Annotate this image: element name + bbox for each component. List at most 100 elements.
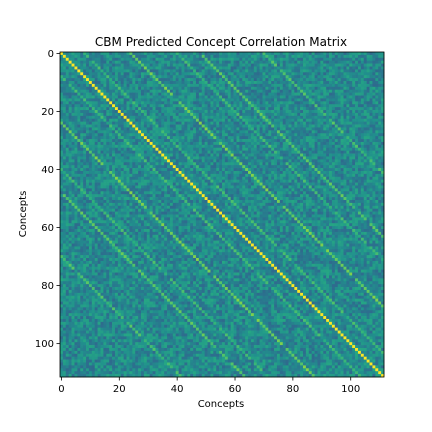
heatmap-cell — [198, 144, 203, 149]
heatmap-cell — [161, 162, 165, 166]
heatmap-cell — [152, 159, 156, 163]
heatmap-cell — [271, 110, 275, 114]
heatmap-cell — [372, 63, 376, 67]
heatmap-cell — [265, 168, 269, 172]
heatmap-cell — [193, 147, 197, 152]
heatmap-cell — [184, 173, 188, 178]
heatmap-cell — [259, 139, 263, 143]
heatmap-cell — [349, 170, 353, 175]
heatmap-cell — [337, 127, 341, 131]
heatmap-cell — [245, 150, 249, 154]
heatmap-cell — [363, 81, 367, 85]
heatmap-cell — [143, 72, 148, 76]
heatmap-cell — [109, 170, 113, 175]
heatmap-cell — [141, 153, 145, 157]
heatmap-cell — [268, 141, 272, 146]
heatmap-cell — [97, 78, 101, 82]
heatmap-cell — [155, 173, 159, 178]
heatmap-cell — [248, 81, 252, 85]
heatmap-cell — [248, 92, 252, 96]
heatmap-cell — [236, 150, 240, 154]
heatmap-cell — [334, 66, 339, 70]
heatmap-cell — [112, 165, 116, 169]
heatmap-cell — [222, 54, 226, 59]
heatmap-cell — [175, 63, 179, 67]
heatmap-cell — [184, 139, 188, 143]
heatmap-cell — [236, 95, 240, 99]
heatmap-cell — [360, 104, 365, 108]
heatmap-cell — [97, 81, 101, 85]
heatmap-cell — [253, 92, 258, 96]
heatmap-cell — [311, 153, 315, 157]
heatmap-cell — [329, 52, 333, 56]
heatmap-cell — [187, 118, 191, 122]
heatmap-cell — [94, 121, 98, 125]
heatmap-cell — [210, 162, 214, 166]
heatmap-cell — [271, 83, 275, 88]
heatmap-cell — [291, 121, 295, 125]
heatmap-cell — [74, 124, 78, 128]
heatmap-cell — [262, 136, 266, 140]
heatmap-cell — [311, 118, 315, 122]
heatmap-cell — [83, 75, 87, 79]
heatmap-cell — [349, 78, 353, 82]
heatmap-cell — [265, 89, 269, 93]
heatmap-cell — [129, 139, 133, 143]
heatmap-cell — [100, 165, 104, 169]
heatmap-cell — [323, 144, 327, 149]
heatmap-cell — [357, 52, 362, 56]
heatmap-cell — [195, 147, 200, 152]
heatmap-cell — [109, 176, 113, 181]
heatmap-cell — [143, 75, 148, 79]
heatmap-cell — [323, 83, 327, 88]
heatmap-cell — [94, 141, 98, 146]
heatmap-cell — [91, 69, 96, 73]
heatmap-cell — [178, 176, 182, 181]
heatmap-cell — [253, 159, 258, 163]
heatmap-cell — [303, 86, 307, 91]
heatmap-cell — [323, 75, 327, 79]
heatmap-cell — [210, 144, 214, 149]
heatmap-cell — [158, 144, 162, 149]
heatmap-cell — [288, 115, 292, 120]
heatmap-cell — [357, 162, 362, 166]
heatmap-cell — [248, 66, 252, 70]
heatmap-cell — [303, 95, 307, 99]
heatmap-cell — [317, 165, 321, 169]
heatmap-cell — [143, 147, 148, 152]
heatmap-cell — [381, 54, 385, 59]
heatmap-cell — [207, 179, 211, 183]
heatmap-cell — [303, 112, 307, 117]
heatmap-cell — [109, 75, 113, 79]
heatmap-cell — [175, 124, 179, 128]
heatmap-cell — [88, 54, 93, 59]
heatmap-cell — [117, 136, 122, 140]
heatmap-cell — [285, 78, 289, 82]
heatmap-cell — [242, 139, 246, 143]
heatmap-cell — [68, 89, 72, 93]
heatmap-cell — [262, 173, 266, 178]
heatmap-cell — [193, 150, 197, 154]
heatmap-cell — [256, 165, 260, 169]
heatmap-cell — [103, 127, 107, 131]
heatmap-cell — [91, 83, 96, 88]
heatmap-cell — [172, 118, 177, 122]
heatmap-cell — [323, 69, 327, 73]
heatmap-cell — [259, 54, 263, 59]
heatmap-cell — [311, 107, 315, 111]
heatmap-cell — [297, 86, 301, 91]
heatmap-cell — [291, 165, 295, 169]
heatmap-cell — [253, 150, 258, 154]
heatmap-cell — [262, 141, 266, 146]
heatmap-cell — [68, 95, 72, 99]
heatmap-cell — [184, 121, 188, 125]
heatmap-cell — [326, 72, 330, 76]
heatmap-cell — [204, 141, 208, 146]
heatmap-cell — [300, 150, 304, 154]
heatmap-cell — [236, 101, 240, 105]
heatmap-cell — [141, 173, 145, 178]
heatmap-cell — [198, 104, 203, 108]
heatmap-cell — [340, 156, 344, 160]
heatmap-cell — [187, 156, 191, 160]
heatmap-cell — [83, 118, 87, 122]
